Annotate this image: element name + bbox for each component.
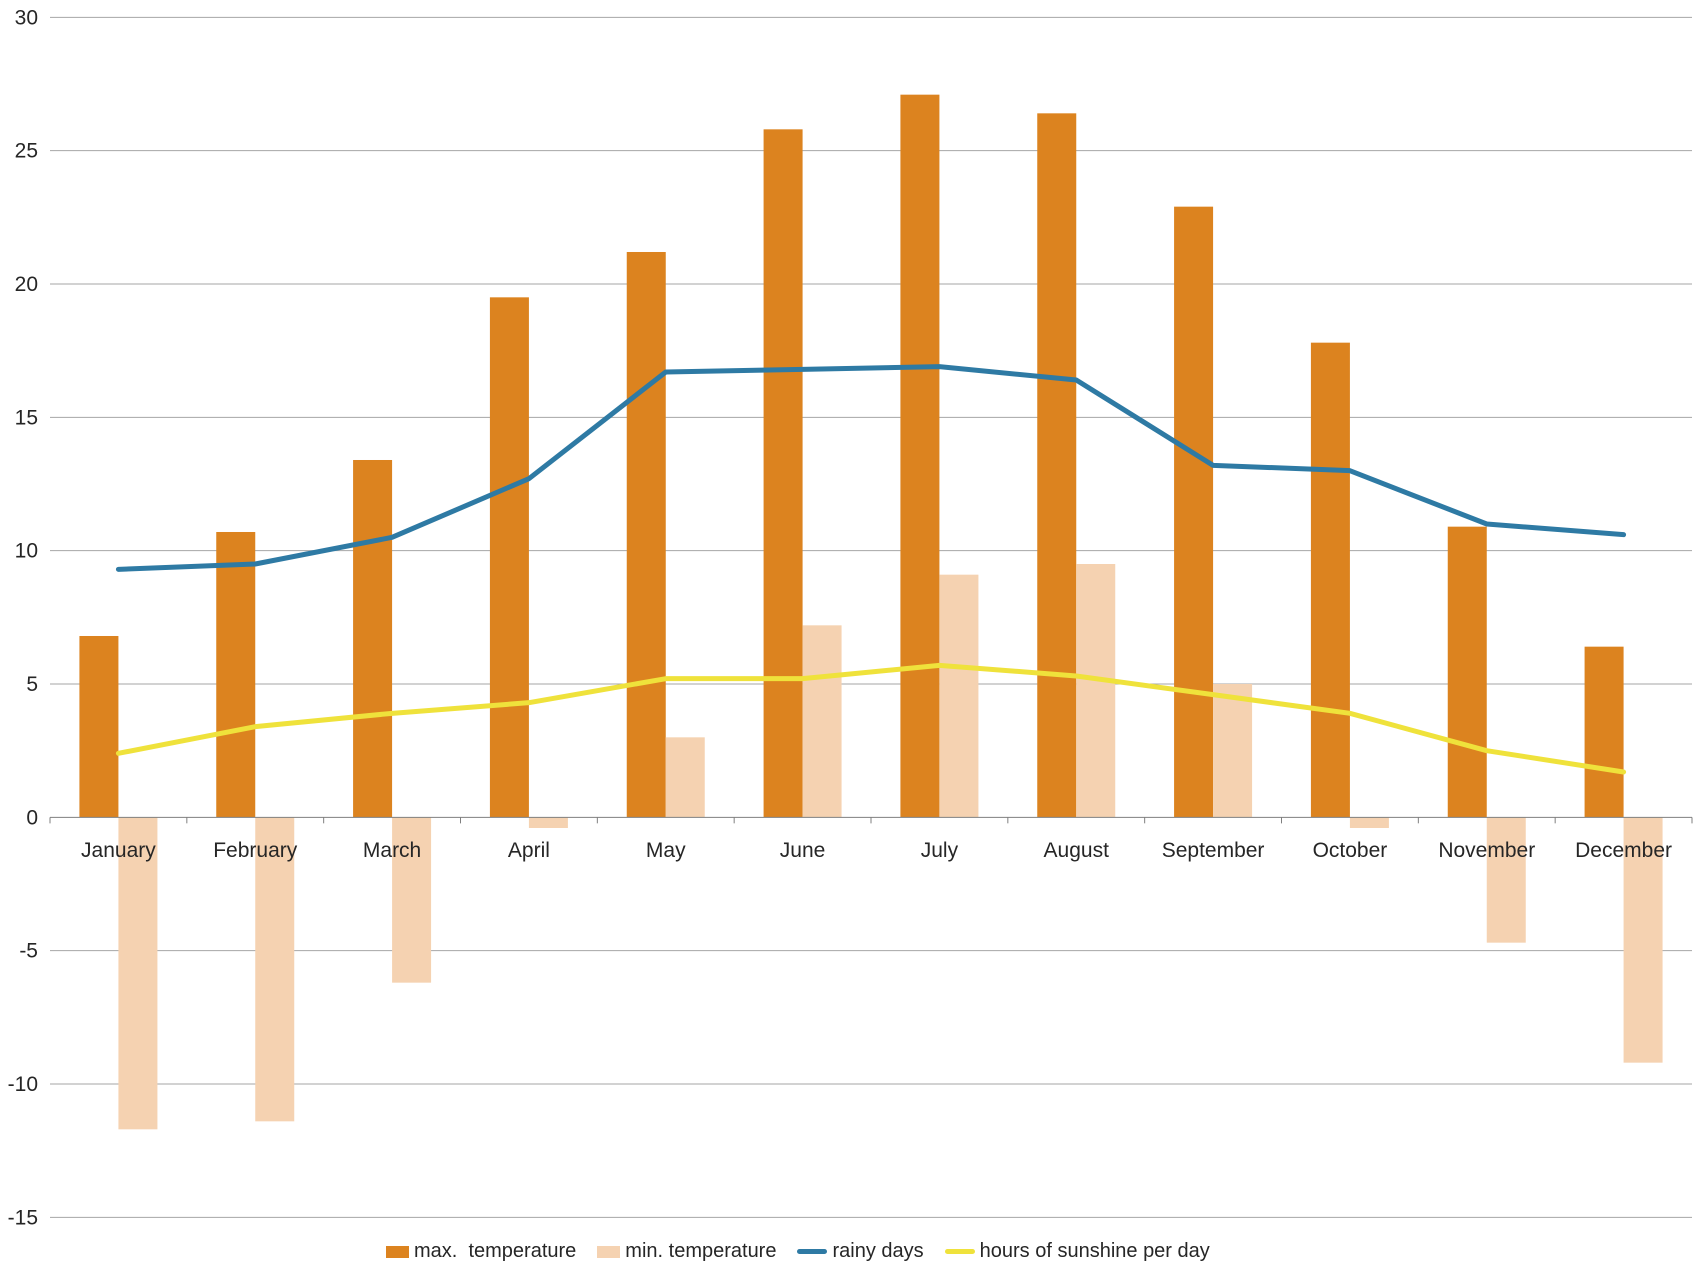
bar-max-temperature-october [1310, 342, 1350, 818]
legend-item-rainy-days: rainy days [797, 1240, 924, 1263]
legend-label-max-temperature: max. temperature [414, 1240, 577, 1262]
x-axis-label-may: May [646, 839, 686, 862]
bar-min-temperature-july [939, 574, 979, 818]
y-axis-label-15: 15 [15, 406, 38, 429]
bar-min-temperature-june [802, 625, 842, 818]
bar-max-temperature-september [1174, 206, 1214, 818]
x-axis-label-march: March [363, 839, 421, 862]
bar-min-temperature-march [392, 817, 432, 983]
bar-max-temperature-february [216, 531, 256, 818]
bar-max-temperature-august [1037, 113, 1077, 818]
y-axis-label-30: 30 [15, 6, 38, 29]
y-axis-label-20: 20 [15, 273, 38, 296]
bar-max-temperature-march [353, 459, 393, 818]
legend-item-max-temperature: max. temperature [386, 1240, 576, 1263]
y-axis-label-25: 25 [15, 140, 38, 163]
line-rainy-days [115, 364, 1627, 572]
line-hours-of-sunshine-per-day [115, 662, 1627, 775]
legend-item-min-temperature: min. temperature [597, 1240, 776, 1263]
x-axis-label-october: October [1313, 839, 1388, 862]
x-axis-label-june: June [780, 839, 826, 862]
legend-label-min-temperature: min. temperature [625, 1240, 777, 1262]
bar-max-temperature-july [900, 94, 940, 818]
chart-legend: max. temperature min. temperature rainy da… [386, 1240, 1210, 1263]
x-axis-label-december: December [1575, 839, 1672, 862]
legend-item-hours-of-sunshine-per-day: hours of sunshine per day [944, 1240, 1210, 1263]
x-axis-label-february: February [213, 839, 298, 862]
bar-min-temperature-november [1486, 817, 1526, 943]
bar-min-temperature-february [255, 817, 295, 1122]
y-axis-label--10: -10 [8, 1073, 38, 1096]
bar-max-temperature-april [489, 297, 529, 818]
y-axis-label-10: 10 [15, 540, 38, 563]
legend-line-icon-hours-of-sunshine-per-day [944, 1249, 975, 1254]
x-axis-label-september: September [1162, 839, 1265, 862]
legend-swatch-icon-max-temperature [386, 1245, 409, 1258]
bar-min-temperature-january [118, 817, 158, 1130]
bar-min-temperature-september [1213, 683, 1253, 818]
x-axis-label-april: April [508, 839, 550, 862]
legend-line-icon-rainy-days [797, 1249, 828, 1254]
bar-max-temperature-november [1447, 526, 1487, 818]
bar-max-temperature-june [763, 129, 803, 818]
y-axis-label-0: 0 [26, 806, 38, 829]
bar-max-temperature-december [1584, 646, 1624, 818]
bar-min-temperature-december [1623, 817, 1663, 1063]
bar-min-temperature-october [1349, 817, 1389, 828]
bar-max-temperature-may [626, 251, 666, 818]
x-axis-label-november: November [1438, 839, 1535, 862]
legend-label-hours-of-sunshine-per-day: hours of sunshine per day [979, 1240, 1210, 1262]
x-axis-label-august: August [1044, 839, 1110, 862]
bar-min-temperature-may [665, 737, 705, 818]
y-axis-label--15: -15 [8, 1206, 38, 1229]
bar-min-temperature-april [528, 817, 568, 828]
y-axis-label--5: -5 [19, 940, 38, 963]
bar-max-temperature-january [79, 635, 119, 818]
x-axis-label-january: January [81, 839, 156, 862]
legend-label-rainy-days: rainy days [832, 1240, 924, 1262]
y-axis-label-5: 5 [26, 673, 38, 696]
bar-min-temperature-august [1076, 563, 1116, 818]
legend-swatch-icon-min-temperature [597, 1245, 621, 1258]
x-axis-label-july: July [921, 839, 959, 862]
